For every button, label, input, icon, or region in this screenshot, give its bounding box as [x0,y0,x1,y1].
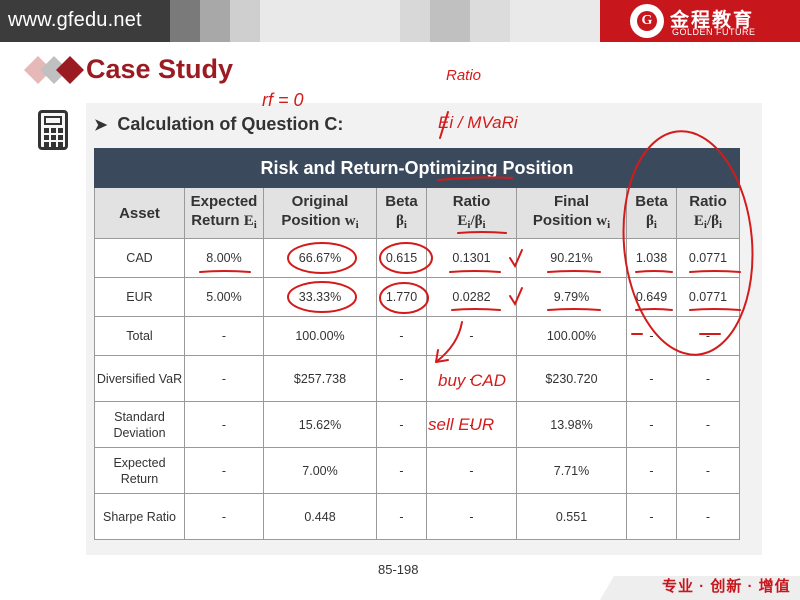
table-cell: 0.448 [263,493,377,540]
row-label: Total [94,316,185,356]
brand-logo-icon: G [630,4,664,38]
table-cell: - [676,493,740,540]
table-cell: - [184,493,264,540]
header-stripe [400,0,430,42]
table-cell: 7.00% [263,447,377,494]
table-cell: 15.62% [263,401,377,448]
table-cell: - [376,493,427,540]
table-header-row: Asset Expected Return Ei Original Position w… [94,187,740,239]
header-stripe [170,0,200,42]
title-diamond-icon [24,56,84,84]
row-label: EUR [94,277,185,317]
table-cell: 7.71% [516,447,627,494]
table-cell: - [626,447,677,494]
table-cell: - [626,493,677,540]
table-cell: 0.551 [516,493,627,540]
column-header: Beta βi [626,187,677,239]
table-cell: 1.770 [376,277,427,317]
table-cell: - [676,316,740,356]
column-header: Expected Return Ei [184,187,264,239]
bullet-arrow-icon: ➤ [94,117,108,134]
table-row: CAD 8.00% 66.67% 0.615 0.1301 90.21% 1.038 0.07… [94,238,740,278]
column-header: Asset [94,187,185,239]
calculator-icon [38,110,68,150]
table-cell: - [426,447,517,494]
table-cell: - [676,355,740,402]
table-row: Expected Return -7.00% - -7.71% - - [94,447,740,494]
row-label: Sharpe Ratio [94,493,185,540]
table-cell: 90.21% [516,238,627,278]
table-row: EUR 5.00% 33.33% 1.770 0.0282 9.79% 0.649 0.077… [94,277,740,317]
table-cell: 0.0771 [676,238,740,278]
table-cell: - [626,401,677,448]
table-caption: Risk and Return-Optimizing Position [94,148,740,188]
table-row: Standard Deviation -15.62% - -13.98% - - [94,401,740,448]
row-label: Expected Return [94,447,185,494]
header-dark-panel [0,0,170,42]
table-cell: - [184,355,264,402]
table-cell: - [676,447,740,494]
column-header: Final Position wi [516,187,627,239]
table-row: Total -100.00% - -100.00% - - [94,316,740,356]
table-cell: - [426,316,517,356]
table-cell: 100.00% [263,316,377,356]
table-cell: 13.98% [516,401,627,448]
column-header: Original Position wi [263,187,377,239]
table-cell: - [426,355,517,402]
page-number: 85-198 [378,562,419,577]
table-cell: 5.00% [184,277,264,317]
table-cell: 66.67% [263,238,377,278]
site-url[interactable]: www.gfedu.net [8,9,142,31]
table-cell: - [184,316,264,356]
table-cell: 33.33% [263,277,377,317]
row-label: Standard Deviation [94,401,185,448]
table-cell: 0.0282 [426,277,517,317]
column-header: Ratio Ei/βi [676,187,740,239]
table-cell: - [626,355,677,402]
section-heading-text: Calculation of Question C: [117,114,344,134]
table-row: Diversified VaR - $257.738- - $230.720- - [94,355,740,402]
table-cell: 0.0771 [676,277,740,317]
table-cell: - [376,447,427,494]
table-cell: - [184,447,264,494]
row-label: Diversified VaR [94,355,185,402]
table-cell: - [376,355,427,402]
header-bar: www.gfedu.net G 金程教育 GOLDEN FUTURE [0,0,800,42]
table-cell: 8.00% [184,238,264,278]
slide-title: Case Study [86,54,234,84]
table-cell: 9.79% [516,277,627,317]
table-row: Sharpe Ratio -0.448- -0.551- - [94,493,740,540]
column-header: Ratio Ei/βi [426,187,517,239]
table-cell: - [376,316,427,356]
table-cell: 1.038 [626,238,677,278]
table-cell: - [426,493,517,540]
brand-name-cn: 金程教育 [670,10,755,31]
section-heading: ➤ Calculation of Question C: [94,114,343,135]
row-label: CAD [94,238,185,278]
table-cell: 0.615 [376,238,427,278]
table-body: CAD 8.00% 66.67% 0.615 0.1301 90.21% 1.038 0.07… [94,238,740,540]
header-stripe [200,0,230,42]
footer-slogan: 专业 · 创新 · 增值 [662,578,791,595]
header-stripe [470,0,510,42]
brand-logo-mark: G [637,11,657,31]
risk-return-table: Risk and Return-Optimizing Position Asse… [94,148,740,540]
table-cell: 0.1301 [426,238,517,278]
header-stripe [230,0,260,42]
annotation-ratio: Ratio [446,67,481,84]
brand-name-en: GOLDEN FUTURE [672,27,756,37]
column-header: Beta βi [376,187,427,239]
table-cell: - [676,401,740,448]
table-cell: - [426,401,517,448]
table-cell: - [376,401,427,448]
table-cell: - [184,401,264,448]
table-cell: - [626,316,677,356]
table-cell: 0.649 [626,277,677,317]
table-cell: 100.00% [516,316,627,356]
footer-stripe [600,576,800,600]
table-cell: $257.738 [263,355,377,402]
table-cell: $230.720 [516,355,627,402]
header-stripe [430,0,470,42]
